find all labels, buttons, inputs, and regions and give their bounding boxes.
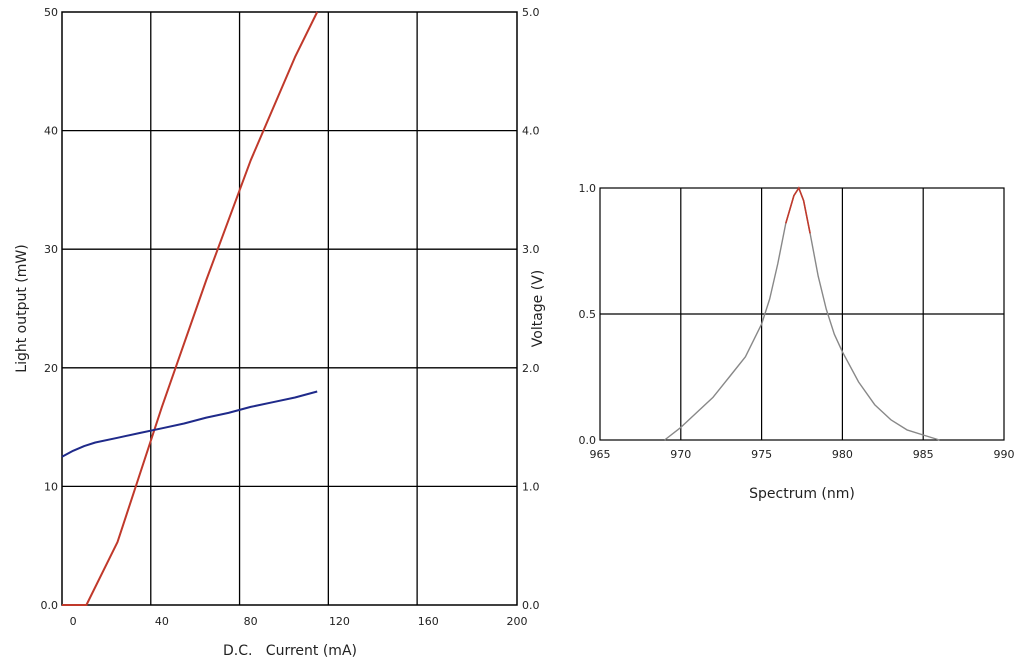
y-tick-label-right: 5.0: [522, 6, 540, 19]
spectrum-chart-grid: [600, 188, 1004, 440]
x-tick-label: 120: [329, 615, 350, 628]
spectrum-y-tick-label: 0.0: [579, 434, 597, 447]
spectrum-x-axis-label: Spectrum (nm): [749, 486, 855, 502]
spectrum-x-tick-label: 980: [832, 448, 853, 461]
x-tick-label: 40: [155, 615, 169, 628]
y-tick-label-left: 10: [44, 480, 58, 493]
y-tick-label-right: 2.0: [522, 362, 540, 375]
y-tick-label-left: 30: [44, 243, 58, 256]
voltage-series-line: [61, 390, 318, 458]
spectrum-x-tick-label: 970: [670, 448, 691, 461]
x-tick-label: 80: [244, 615, 258, 628]
spectrum-y-tick-label: 0.5: [579, 308, 597, 321]
x-tick-label: 160: [418, 615, 439, 628]
li-chart: 0 40 80 120 160 200 0.0 10 20 30 40 50 0.0 1.0 2.0 3.0 4…: [14, 6, 546, 659]
y-axis-label-left: Light output (mW): [14, 244, 30, 372]
spectrum-x-tick-label: 975: [751, 448, 772, 461]
y-tick-label-left: 20: [44, 362, 58, 375]
y-tick-label-right: 3.0: [522, 243, 540, 256]
x-axis-label: D.C. Current (mA): [223, 643, 357, 659]
light-output-series-line: [62, 11, 319, 606]
li-chart-grid: [62, 12, 517, 605]
spectrum-x-tick-label: 965: [590, 448, 611, 461]
y-tick-label-left: 40: [44, 125, 58, 138]
spectrum-x-tick-label: 990: [994, 448, 1015, 461]
li-chart-ticks: 0 40 80 120 160 200 0.0 10 20 30 40 50 0.0 1.0 2.0 3.0 4…: [41, 6, 540, 628]
spectrum-chart: 965 970 975 980 985 990 0.0 0.5 1.0 Spectrum (nm…: [579, 182, 1015, 502]
spectrum-peak-segment: [785, 186, 811, 234]
y-tick-label-left: 0.0: [41, 599, 59, 612]
li-chart-series: [61, 11, 319, 606]
spectrum-x-tick-label: 985: [913, 448, 934, 461]
y-axis-label-right: Voltage (V): [530, 270, 546, 347]
y-tick-label-left: 50: [44, 6, 58, 19]
y-tick-label-right: 1.0: [522, 480, 540, 493]
x-tick-label: 200: [507, 615, 528, 628]
spectrum-chart-series: [664, 186, 940, 441]
li-chart-plot-area: [61, 11, 518, 606]
y-tick-label-right: 0.0: [522, 599, 540, 612]
spectrum-y-tick-label: 1.0: [579, 182, 597, 195]
spectrum-chart-ticks: 965 970 975 980 985 990 0.0 0.5 1.0: [579, 182, 1015, 461]
y-tick-label-right: 4.0: [522, 125, 540, 138]
x-tick-label: 0: [70, 615, 77, 628]
